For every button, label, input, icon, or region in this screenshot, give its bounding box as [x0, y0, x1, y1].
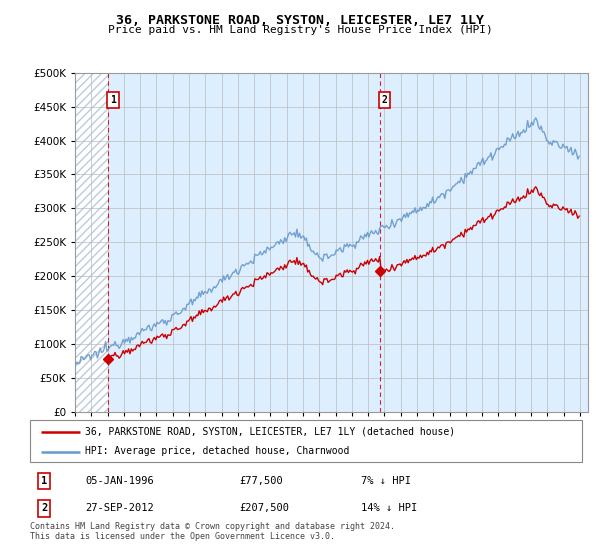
Text: 05-JAN-1996: 05-JAN-1996 [85, 476, 154, 486]
Text: 14% ↓ HPI: 14% ↓ HPI [361, 503, 418, 514]
Bar [75, 73, 108, 412]
Text: Contains HM Land Registry data © Crown copyright and database right 2024.
This d: Contains HM Land Registry data © Crown c… [30, 522, 395, 542]
Bar [75, 73, 108, 412]
Text: 7% ↓ HPI: 7% ↓ HPI [361, 476, 411, 486]
Text: 1: 1 [41, 476, 47, 486]
Bar [75, 73, 108, 412]
Text: £77,500: £77,500 [240, 476, 284, 486]
FancyBboxPatch shape [30, 420, 582, 462]
Text: 27-SEP-2012: 27-SEP-2012 [85, 503, 154, 514]
Text: 2: 2 [41, 503, 47, 514]
Text: £207,500: £207,500 [240, 503, 290, 514]
Text: Price paid vs. HM Land Registry's House Price Index (HPI): Price paid vs. HM Land Registry's House … [107, 25, 493, 35]
Text: 2: 2 [382, 95, 388, 105]
Text: 1: 1 [110, 95, 116, 105]
Text: HPI: Average price, detached house, Charnwood: HPI: Average price, detached house, Char… [85, 446, 350, 456]
Text: 36, PARKSTONE ROAD, SYSTON, LEICESTER, LE7 1LY (detached house): 36, PARKSTONE ROAD, SYSTON, LEICESTER, L… [85, 427, 455, 437]
Text: 36, PARKSTONE ROAD, SYSTON, LEICESTER, LE7 1LY: 36, PARKSTONE ROAD, SYSTON, LEICESTER, L… [116, 14, 484, 27]
